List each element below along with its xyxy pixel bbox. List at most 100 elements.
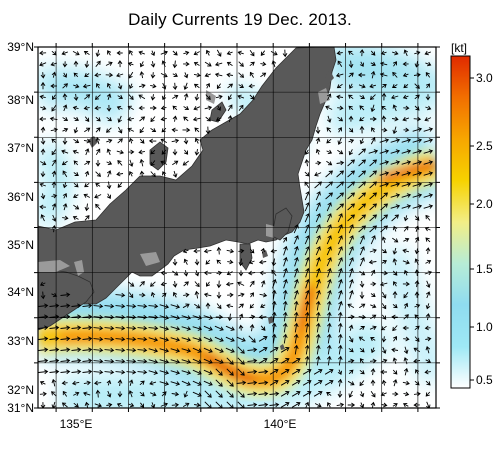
velocity-arrow	[126, 369, 137, 375]
velocity-arrow	[381, 260, 388, 265]
velocity-arrow	[412, 182, 423, 187]
velocity-arrow	[381, 402, 388, 408]
velocity-arrow	[117, 379, 123, 386]
velocity-arrow	[304, 311, 310, 322]
velocity-arrow	[272, 278, 277, 289]
velocity-arrow	[359, 138, 365, 145]
axis-ticks	[34, 43, 440, 412]
velocity-arrow	[116, 402, 123, 408]
velocity-arrow	[336, 50, 343, 56]
velocity-arrow	[160, 160, 168, 165]
velocity-arrow	[84, 116, 90, 122]
velocity-arrow	[260, 72, 267, 78]
velocity-arrow	[282, 333, 288, 344]
velocity-arrow	[401, 171, 412, 176]
velocity-arrow	[181, 326, 192, 331]
velocity-arrow	[258, 347, 268, 353]
velocity-arrow	[172, 72, 178, 77]
velocity-arrow	[104, 314, 115, 320]
velocity-arrow	[294, 289, 299, 300]
velocity-arrow	[38, 358, 49, 364]
velocity-arrow	[249, 324, 255, 332]
velocity-arrow	[194, 149, 200, 156]
velocity-arrow	[139, 281, 145, 287]
lat-label-34n: 34°N	[7, 285, 34, 299]
velocity-arrow	[62, 127, 69, 133]
velocity-arrow	[402, 116, 410, 122]
velocity-arrow	[51, 203, 57, 211]
velocity-arrow	[249, 248, 255, 254]
velocity-arrow	[403, 367, 409, 376]
velocity-arrow	[313, 380, 323, 386]
velocity-arrow	[304, 158, 310, 167]
velocity-arrow	[414, 258, 419, 266]
velocity-arrow	[203, 380, 213, 386]
velocity-arrow	[51, 149, 57, 156]
velocity-arrow	[392, 369, 398, 375]
velocity-arrow	[304, 224, 310, 234]
velocity-arrow	[107, 50, 112, 56]
velocity-arrow	[337, 224, 343, 234]
velocity-arrow	[423, 160, 434, 165]
velocity-arrow	[161, 60, 166, 68]
velocity-arrow	[192, 116, 201, 122]
velocity-arrow	[238, 303, 244, 309]
velocity-arrow	[214, 358, 224, 364]
velocity-arrow	[337, 344, 343, 355]
velocity-arrow	[336, 192, 345, 200]
velocity-arrow	[347, 170, 356, 178]
velocity-arrow	[381, 249, 387, 254]
velocity-arrow	[425, 259, 432, 265]
velocity-arrow	[369, 225, 378, 233]
velocity-arrow	[126, 358, 137, 364]
velocity-arrow	[381, 84, 387, 89]
velocity-arrow	[348, 72, 354, 78]
velocity-arrow	[40, 193, 46, 200]
velocity-arrow	[271, 60, 277, 68]
velocity-arrow	[379, 281, 388, 287]
velocity-arrow	[379, 160, 390, 165]
velocity-arrow	[106, 82, 112, 89]
velocity-arrow	[226, 379, 234, 387]
velocity-arrow	[413, 347, 421, 353]
velocity-arrow	[51, 193, 58, 199]
velocity-arrow	[249, 303, 255, 309]
velocity-arrow	[326, 333, 332, 344]
velocity-arrow	[117, 138, 123, 144]
velocity-arrow	[248, 270, 256, 276]
velocity-arrow	[93, 358, 104, 364]
velocity-arrow	[392, 104, 397, 112]
lat-label-31n: 31°N	[7, 401, 34, 415]
velocity-arrow	[326, 257, 332, 267]
velocity-arrow	[161, 127, 167, 133]
velocity-arrow	[216, 270, 223, 276]
velocity-arrow	[423, 193, 434, 198]
velocity-arrow	[172, 149, 178, 156]
velocity-arrow	[82, 358, 93, 364]
velocity-arrow	[380, 203, 389, 211]
velocity-arrow	[71, 336, 82, 342]
velocity-arrow	[115, 358, 126, 364]
velocity-arrow	[381, 236, 387, 244]
velocity-arrow	[249, 280, 255, 287]
velocity-arrow	[203, 248, 212, 254]
velocity-arrow	[359, 61, 364, 67]
velocity-arrow	[315, 235, 321, 245]
velocity-arrow	[237, 94, 245, 100]
velocity-arrow	[392, 247, 398, 255]
velocity-arrow	[40, 72, 46, 79]
velocity-arrow	[249, 61, 255, 67]
velocity-arrow	[237, 357, 245, 365]
velocity-arrow	[358, 336, 365, 342]
velocity-arrow	[304, 333, 310, 344]
velocity-arrow	[413, 116, 422, 122]
velocity-arrow	[203, 358, 213, 364]
velocity-arrow	[358, 170, 367, 178]
velocity-arrow	[347, 380, 355, 386]
velocity-arrow	[381, 379, 387, 386]
velocity-arrow	[104, 369, 115, 375]
velocity-arrow	[139, 116, 146, 122]
velocity-arrow	[271, 258, 277, 267]
velocity-arrow	[225, 336, 235, 342]
velocity-arrow	[337, 378, 343, 387]
